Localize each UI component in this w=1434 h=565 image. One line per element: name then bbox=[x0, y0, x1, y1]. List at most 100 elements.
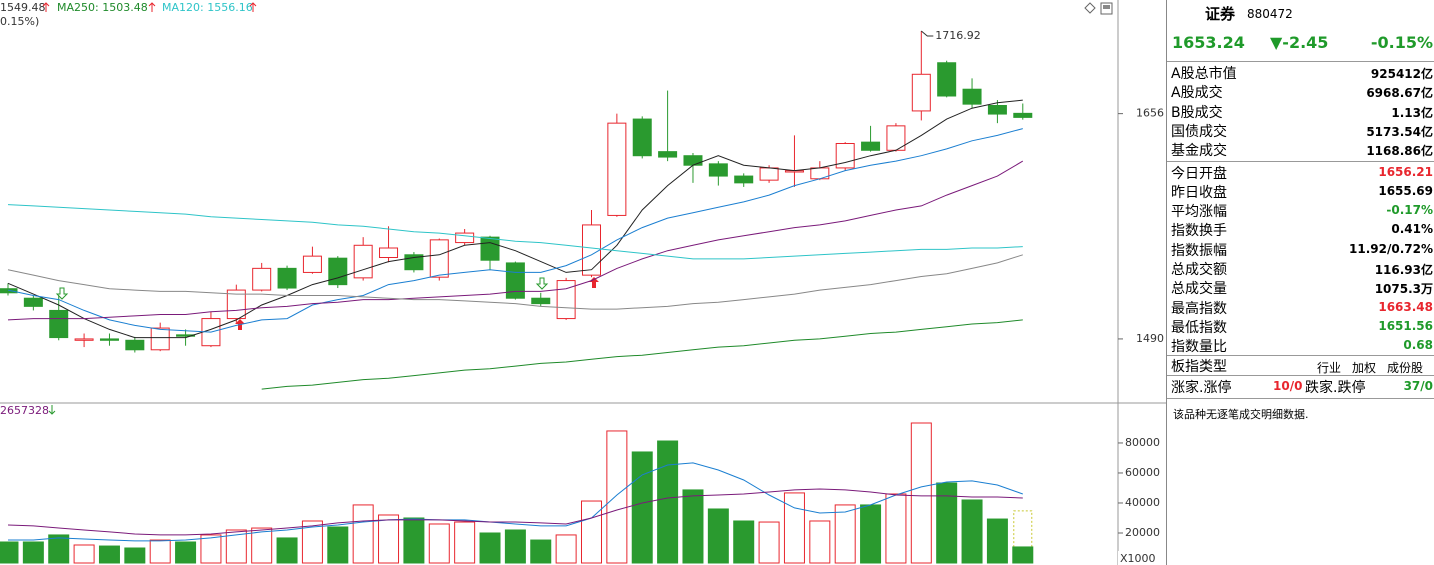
candle-body bbox=[455, 232, 475, 244]
arrow-icon bbox=[42, 2, 50, 12]
row-label: 板指类型 bbox=[1171, 358, 1227, 375]
row-label: 基金成交 bbox=[1171, 143, 1227, 160]
change: ▼-2.45 bbox=[1270, 33, 1329, 52]
volume-bar bbox=[910, 422, 932, 564]
volume-bar bbox=[606, 430, 628, 564]
max-pointer bbox=[920, 30, 934, 37]
candle-body bbox=[429, 239, 449, 278]
separator bbox=[1167, 398, 1434, 400]
candle-body bbox=[252, 267, 272, 291]
row-label: 国债成交 bbox=[1171, 123, 1227, 140]
row-value: 1168.86亿 bbox=[1366, 144, 1433, 159]
volume-bar bbox=[1012, 546, 1034, 564]
row-value: 1.13亿 bbox=[1391, 105, 1433, 120]
y-tick-label: 1656 bbox=[1136, 107, 1164, 120]
row-value: 0.41% bbox=[1391, 222, 1433, 237]
candle-body bbox=[99, 338, 119, 341]
volume-bar bbox=[733, 520, 755, 564]
row-value: 1075.3万 bbox=[1374, 282, 1433, 297]
arrow-icon bbox=[48, 405, 56, 415]
row-label: 指数换手 bbox=[1171, 223, 1227, 240]
breadth-up: 10/0 bbox=[1273, 378, 1303, 393]
row-label: 平均涨幅 bbox=[1171, 204, 1227, 221]
index-type-option[interactable]: 加权 bbox=[1352, 360, 1377, 375]
breadth-down: 37/0 bbox=[1403, 378, 1433, 393]
volume-bar bbox=[403, 517, 425, 564]
row-label: 总成交量 bbox=[1171, 281, 1227, 298]
volume-bar bbox=[961, 499, 983, 564]
volume-bar bbox=[73, 544, 95, 564]
row-label: 最高指数 bbox=[1171, 300, 1227, 317]
candle-body bbox=[480, 236, 500, 261]
candle-body bbox=[734, 175, 754, 184]
row-value: 5173.54亿 bbox=[1366, 124, 1433, 139]
separator bbox=[1167, 374, 1434, 376]
y-tick-label: 80000 bbox=[1125, 436, 1160, 449]
security-code: 880472 bbox=[1247, 7, 1293, 21]
ma-line bbox=[7, 99, 1023, 339]
chart: 1549.48 MA250: 1503.48 MA120: 1556.16 0.… bbox=[0, 0, 1166, 565]
max-label: 1716.92 bbox=[935, 29, 981, 42]
candle-body bbox=[683, 155, 703, 166]
note: 该品种无逐笔成交明细数据. bbox=[1173, 408, 1309, 422]
volume-bar bbox=[0, 541, 19, 564]
volume-bar bbox=[48, 534, 70, 564]
candle-body bbox=[23, 297, 43, 307]
diamond-icon[interactable] bbox=[1084, 2, 1096, 14]
row-value: 1655.69 bbox=[1378, 183, 1433, 198]
candle-body bbox=[937, 62, 957, 97]
row-label: A股总市值 bbox=[1171, 66, 1237, 82]
candle-body bbox=[226, 289, 246, 320]
volume-bar bbox=[707, 508, 729, 564]
separator bbox=[1167, 354, 1434, 356]
candle-body bbox=[302, 255, 322, 273]
candle-body bbox=[861, 141, 881, 151]
volume-bar bbox=[860, 504, 882, 564]
pct-partial: 0.15%) bbox=[0, 15, 39, 28]
row-value: 6968.67亿 bbox=[1366, 86, 1433, 101]
ma-line bbox=[8, 462, 1023, 542]
row-value: 0.68 bbox=[1403, 338, 1433, 353]
volume-header: 2657328 bbox=[0, 404, 49, 417]
price: 1653.24 bbox=[1172, 33, 1245, 52]
candle-body bbox=[1013, 112, 1033, 118]
candle-body bbox=[987, 105, 1007, 115]
candle-body bbox=[277, 267, 297, 289]
candle-body bbox=[328, 257, 348, 286]
candle-body bbox=[531, 297, 551, 305]
separator bbox=[1167, 61, 1434, 62]
candle-body bbox=[911, 73, 931, 112]
ma-line bbox=[7, 160, 1024, 321]
window-icon-bar bbox=[1103, 5, 1110, 9]
row-label: 昨日收盘 bbox=[1171, 184, 1227, 201]
candle-body bbox=[759, 167, 779, 181]
volume-bar bbox=[885, 493, 907, 564]
row-value: 1656.21 bbox=[1378, 164, 1433, 179]
ma250-label: MA250: 1503.48 bbox=[57, 1, 148, 14]
unit-box bbox=[1118, 551, 1165, 565]
volume-unit: X1000 bbox=[1120, 552, 1156, 565]
row-value: 925412亿 bbox=[1370, 67, 1433, 81]
volume-bar bbox=[276, 537, 298, 564]
volume-bar bbox=[378, 514, 400, 564]
volume-bar bbox=[657, 440, 679, 564]
volume-bar bbox=[631, 451, 653, 564]
candle-body bbox=[632, 118, 652, 157]
change-pct: -0.15% bbox=[1370, 33, 1433, 52]
signal-down bbox=[535, 277, 549, 290]
y-tick-label: 60000 bbox=[1125, 466, 1160, 479]
y-tick-label: 20000 bbox=[1125, 526, 1160, 539]
volume-estimate bbox=[1013, 510, 1033, 564]
volume-bar bbox=[580, 500, 602, 564]
volume-bar bbox=[986, 518, 1008, 564]
row-value: 1651.56 bbox=[1378, 318, 1433, 333]
signal-down bbox=[55, 287, 69, 300]
volume-bar bbox=[428, 523, 450, 564]
index-type-option[interactable]: 行业 bbox=[1317, 360, 1342, 375]
volume-bar bbox=[783, 492, 805, 564]
index-type-option[interactable]: 成份股 bbox=[1387, 360, 1424, 375]
security-name: 证券 bbox=[1205, 5, 1236, 23]
window-icon[interactable] bbox=[1100, 2, 1113, 15]
row-value: 1663.48 bbox=[1378, 299, 1433, 314]
